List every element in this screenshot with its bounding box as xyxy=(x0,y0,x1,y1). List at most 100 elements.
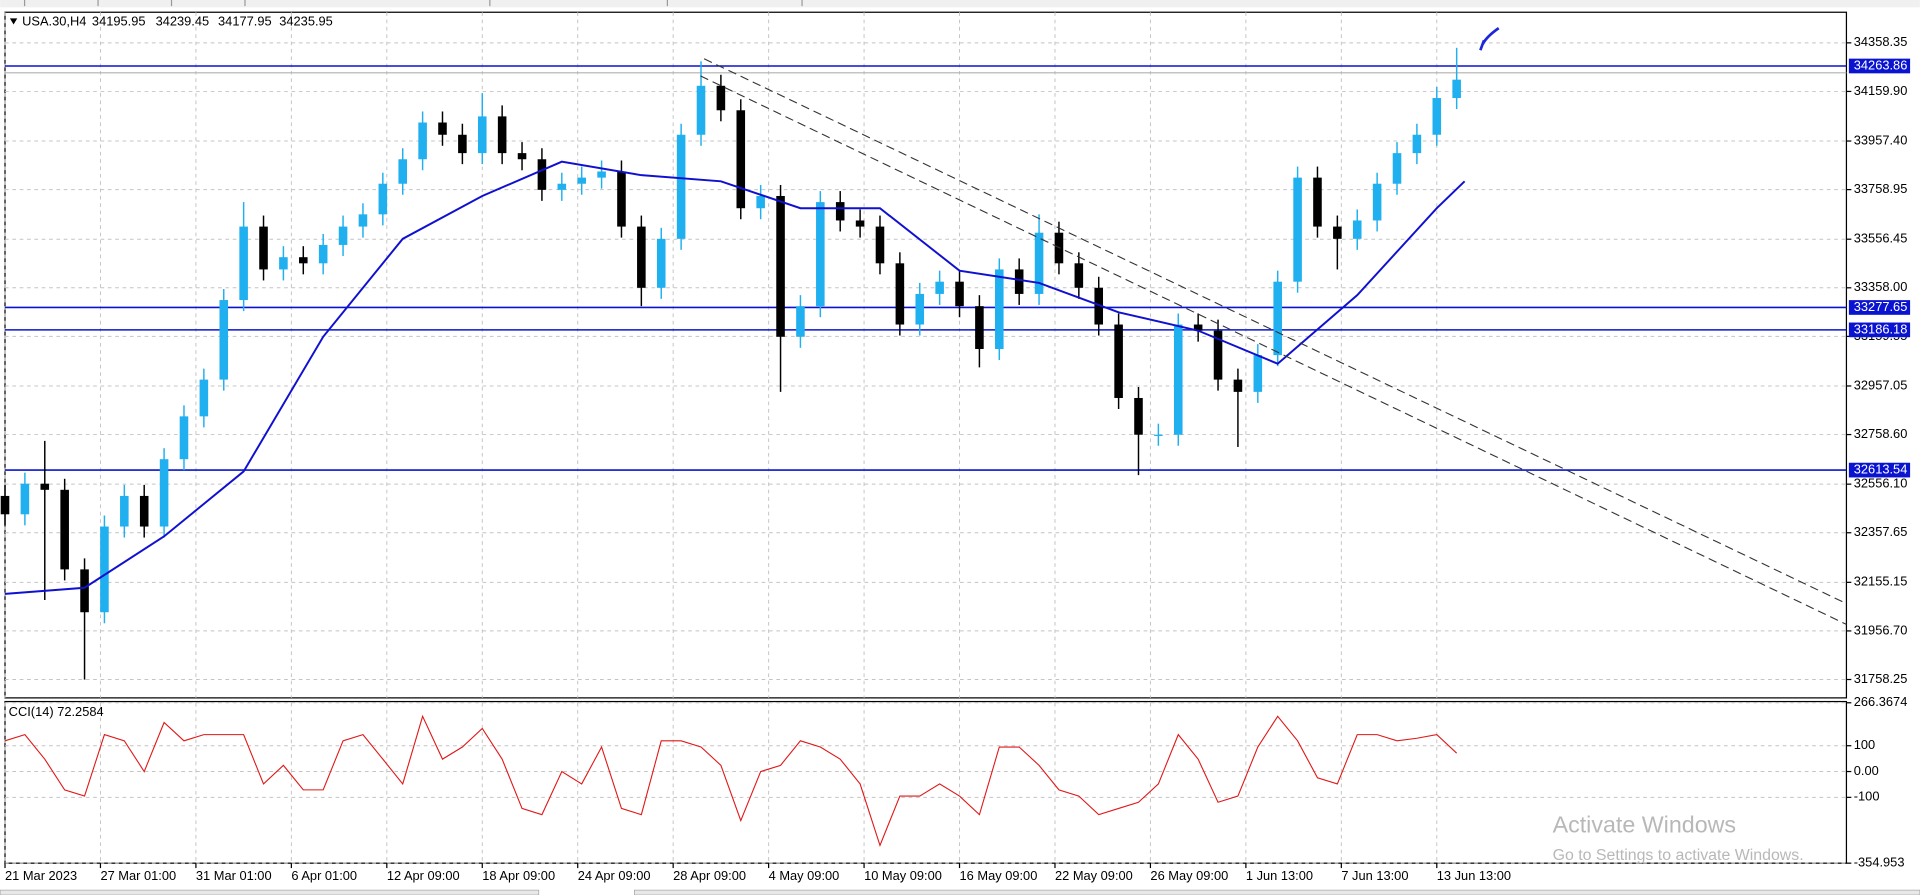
trend-line[interactable] xyxy=(700,75,1847,625)
y-tick-label: 32957.05 xyxy=(1854,377,1908,392)
y-tick-label: 266.3674 xyxy=(1854,694,1908,709)
candle-body xyxy=(855,220,865,227)
candle-body xyxy=(1432,98,1442,135)
dropdown-arrow[interactable] xyxy=(9,18,18,25)
y-tick-label: 33556.45 xyxy=(1854,231,1908,246)
candle-body xyxy=(60,489,69,570)
candle-body xyxy=(915,293,925,325)
candle-body xyxy=(656,238,666,288)
candle-body xyxy=(776,195,785,337)
y-tick-label: 33358.00 xyxy=(1854,279,1908,294)
candle-body xyxy=(1273,281,1282,356)
y-tick-label: 33957.40 xyxy=(1854,132,1908,147)
moving-average xyxy=(4,160,1466,595)
price-label-box xyxy=(1848,300,1911,315)
price-label: 32613.54 xyxy=(1854,461,1908,476)
candle-body xyxy=(219,300,229,380)
candle-body xyxy=(458,134,467,154)
candle-body xyxy=(597,171,606,178)
y-tick-label: 32758.60 xyxy=(1854,426,1908,441)
candle-body xyxy=(1412,134,1422,154)
price-label-box xyxy=(1848,322,1911,338)
candle-body xyxy=(80,569,89,613)
price-label: 33186.18 xyxy=(1854,321,1908,336)
candle-body xyxy=(1173,324,1183,435)
candle-body xyxy=(617,171,626,227)
trend-line[interactable] xyxy=(703,58,1847,605)
y-tick-label: 31956.70 xyxy=(1854,622,1908,637)
check-mark-drawing xyxy=(1479,27,1500,51)
candle-body xyxy=(696,85,706,135)
quote-high: 34239.45 xyxy=(156,13,210,28)
y-tick-label: 100 xyxy=(1854,737,1875,752)
candle-body xyxy=(1114,324,1123,398)
candle-body xyxy=(1014,269,1024,294)
candle-body xyxy=(1352,220,1362,239)
price-label-box xyxy=(1848,58,1911,74)
candle-body xyxy=(537,159,547,190)
candle-body xyxy=(338,226,348,245)
candle-body xyxy=(418,122,427,160)
candle-body xyxy=(1392,153,1402,184)
candle-body xyxy=(676,134,686,239)
candle-body xyxy=(1154,434,1163,436)
candle-body xyxy=(875,226,885,264)
candle-body xyxy=(259,226,268,270)
quote-open: 34195.95 xyxy=(92,13,146,28)
candle-body xyxy=(0,495,10,515)
x-tick-label: 26 May 09:00 xyxy=(1150,868,1228,883)
candle-body xyxy=(100,526,109,613)
candle-body xyxy=(736,110,746,209)
candle-body xyxy=(20,483,30,515)
candle-body xyxy=(517,153,527,160)
candle-body xyxy=(139,495,149,527)
y-tick-label: -354.953 xyxy=(1854,855,1905,870)
y-tick-label: 34159.90 xyxy=(1854,83,1908,98)
y-tick-label: 32556.10 xyxy=(1854,476,1908,491)
candle-body xyxy=(398,159,408,184)
candle-body xyxy=(497,116,507,154)
bottom-tab[interactable] xyxy=(634,889,1920,895)
candle-body xyxy=(1253,355,1263,392)
candle-body xyxy=(477,116,487,154)
candle-body xyxy=(995,269,1004,350)
candle-body xyxy=(438,122,447,135)
y-tick-label: -100 xyxy=(1854,789,1880,804)
cci-line xyxy=(4,714,1458,847)
toolbar-tabs xyxy=(23,0,803,7)
watermark-subtitle: Go to Settings to activate Windows. xyxy=(1553,847,1804,864)
candle-body xyxy=(935,281,944,294)
x-tick-label: 16 May 09:00 xyxy=(960,868,1038,883)
candle-body xyxy=(120,495,129,527)
candle-body xyxy=(716,85,726,111)
quote-low: 34177.95 xyxy=(218,13,272,28)
candle-body xyxy=(756,195,765,209)
candle-body xyxy=(816,202,825,307)
toolbar-strip xyxy=(0,0,1920,8)
candle-body xyxy=(1193,324,1203,331)
candle-body xyxy=(955,281,964,307)
candle-body xyxy=(1313,177,1322,227)
candle-body xyxy=(1074,263,1084,288)
candle-body xyxy=(1134,397,1143,435)
candle-body xyxy=(1213,330,1223,380)
x-tick-label: 13 Jun 13:00 xyxy=(1437,868,1511,883)
candle-body xyxy=(895,263,905,325)
symbol-title: USA.30,H4 xyxy=(22,13,86,28)
bottom-tab[interactable] xyxy=(0,889,540,895)
watermark-title: Activate Windows xyxy=(1553,812,1736,838)
candle-body xyxy=(40,483,50,490)
x-tick-label: 18 Apr 09:00 xyxy=(482,868,555,883)
candle-body xyxy=(318,244,328,264)
x-tick-label: 10 May 09:00 xyxy=(864,868,942,883)
price-label: 34263.86 xyxy=(1854,57,1908,72)
plot-layer: 34358.35 34159.90 33957.40 33758.95 33556.45… xyxy=(0,12,1911,883)
candle-body xyxy=(1034,232,1044,294)
candle-body xyxy=(975,306,984,350)
price-label-box xyxy=(1848,462,1911,478)
y-tick-label: 31758.25 xyxy=(1854,671,1908,686)
candle-body xyxy=(796,306,805,337)
cci-title: CCI(14) 72.2584 xyxy=(9,704,104,719)
